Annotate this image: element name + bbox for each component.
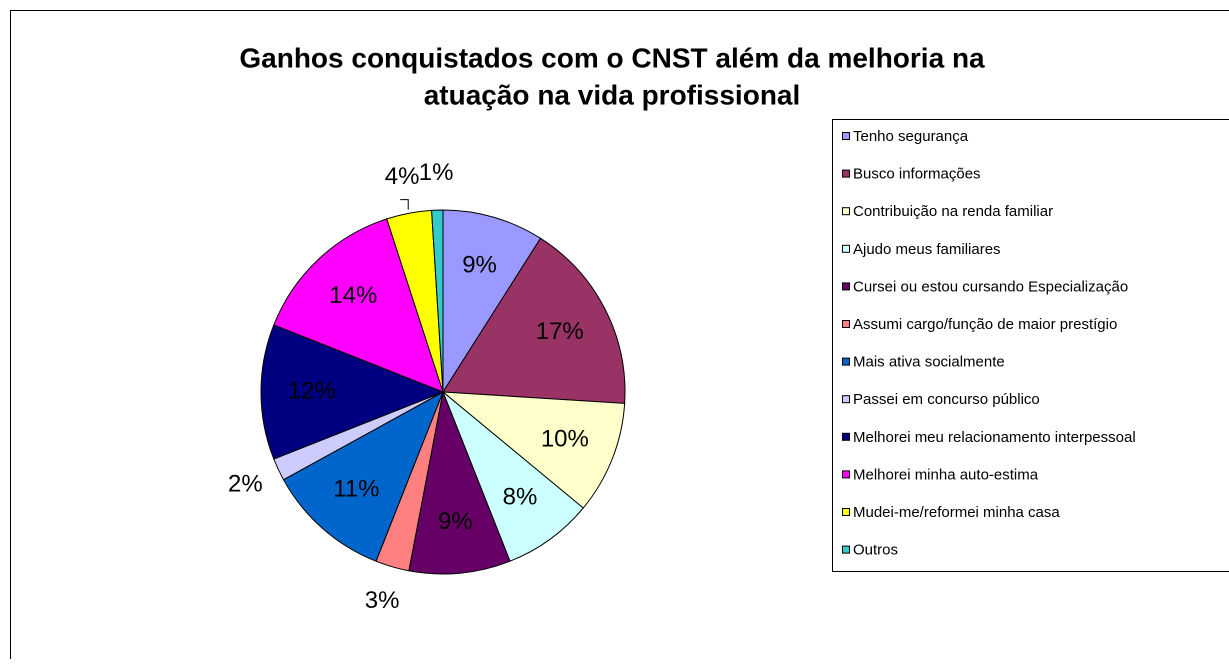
legend-swatch xyxy=(843,170,850,177)
data-label: 3% xyxy=(365,587,400,614)
data-label: 2% xyxy=(228,470,263,497)
chart-title: Ganhos conquistados com o CNST além da m… xyxy=(239,42,985,73)
legend-swatch xyxy=(843,509,850,516)
data-label: 14% xyxy=(329,282,377,309)
legend-swatch xyxy=(843,396,850,403)
legend-swatch xyxy=(843,546,850,553)
legend-label: Mudei-me/reformei minha casa xyxy=(853,504,1060,521)
legend-label: Outros xyxy=(853,542,898,559)
legend-label: Cursei ou estou cursando Especialização xyxy=(853,278,1128,295)
data-label: 8% xyxy=(503,483,538,510)
legend-swatch xyxy=(843,208,850,215)
legend-swatch xyxy=(843,358,850,365)
data-label: 1% xyxy=(419,159,454,186)
legend-label: Assumi cargo/função de maior prestígio xyxy=(853,316,1117,333)
legend-label: Passei em concurso público xyxy=(853,391,1040,408)
legend-label: Melhorei meu relacionamento interpessoal xyxy=(853,429,1136,446)
data-label: 4% xyxy=(385,163,420,190)
data-label: 11% xyxy=(333,476,379,503)
legend-label: Busco informações xyxy=(853,166,981,183)
legend-label: Melhorei minha auto-estima xyxy=(853,466,1039,483)
legend-swatch xyxy=(843,245,850,252)
legend-swatch xyxy=(843,321,850,328)
legend-swatch xyxy=(843,471,850,478)
data-label: 12% xyxy=(288,377,336,404)
chart-title: atuação na vida profissional xyxy=(424,79,801,110)
data-label: 9% xyxy=(438,508,473,535)
legend-label: Ajudo meus familiares xyxy=(853,241,1001,258)
legend-label: Contribuição na renda familiar xyxy=(853,203,1053,220)
data-label: 17% xyxy=(536,318,584,345)
legend-swatch xyxy=(843,433,850,440)
legend-swatch xyxy=(843,133,850,140)
data-label: 9% xyxy=(462,252,497,279)
data-label: 10% xyxy=(541,426,589,453)
legend-label: Tenho segurança xyxy=(853,128,969,145)
legend-swatch xyxy=(843,283,850,290)
legend-label: Mais ativa socialmente xyxy=(853,354,1005,371)
